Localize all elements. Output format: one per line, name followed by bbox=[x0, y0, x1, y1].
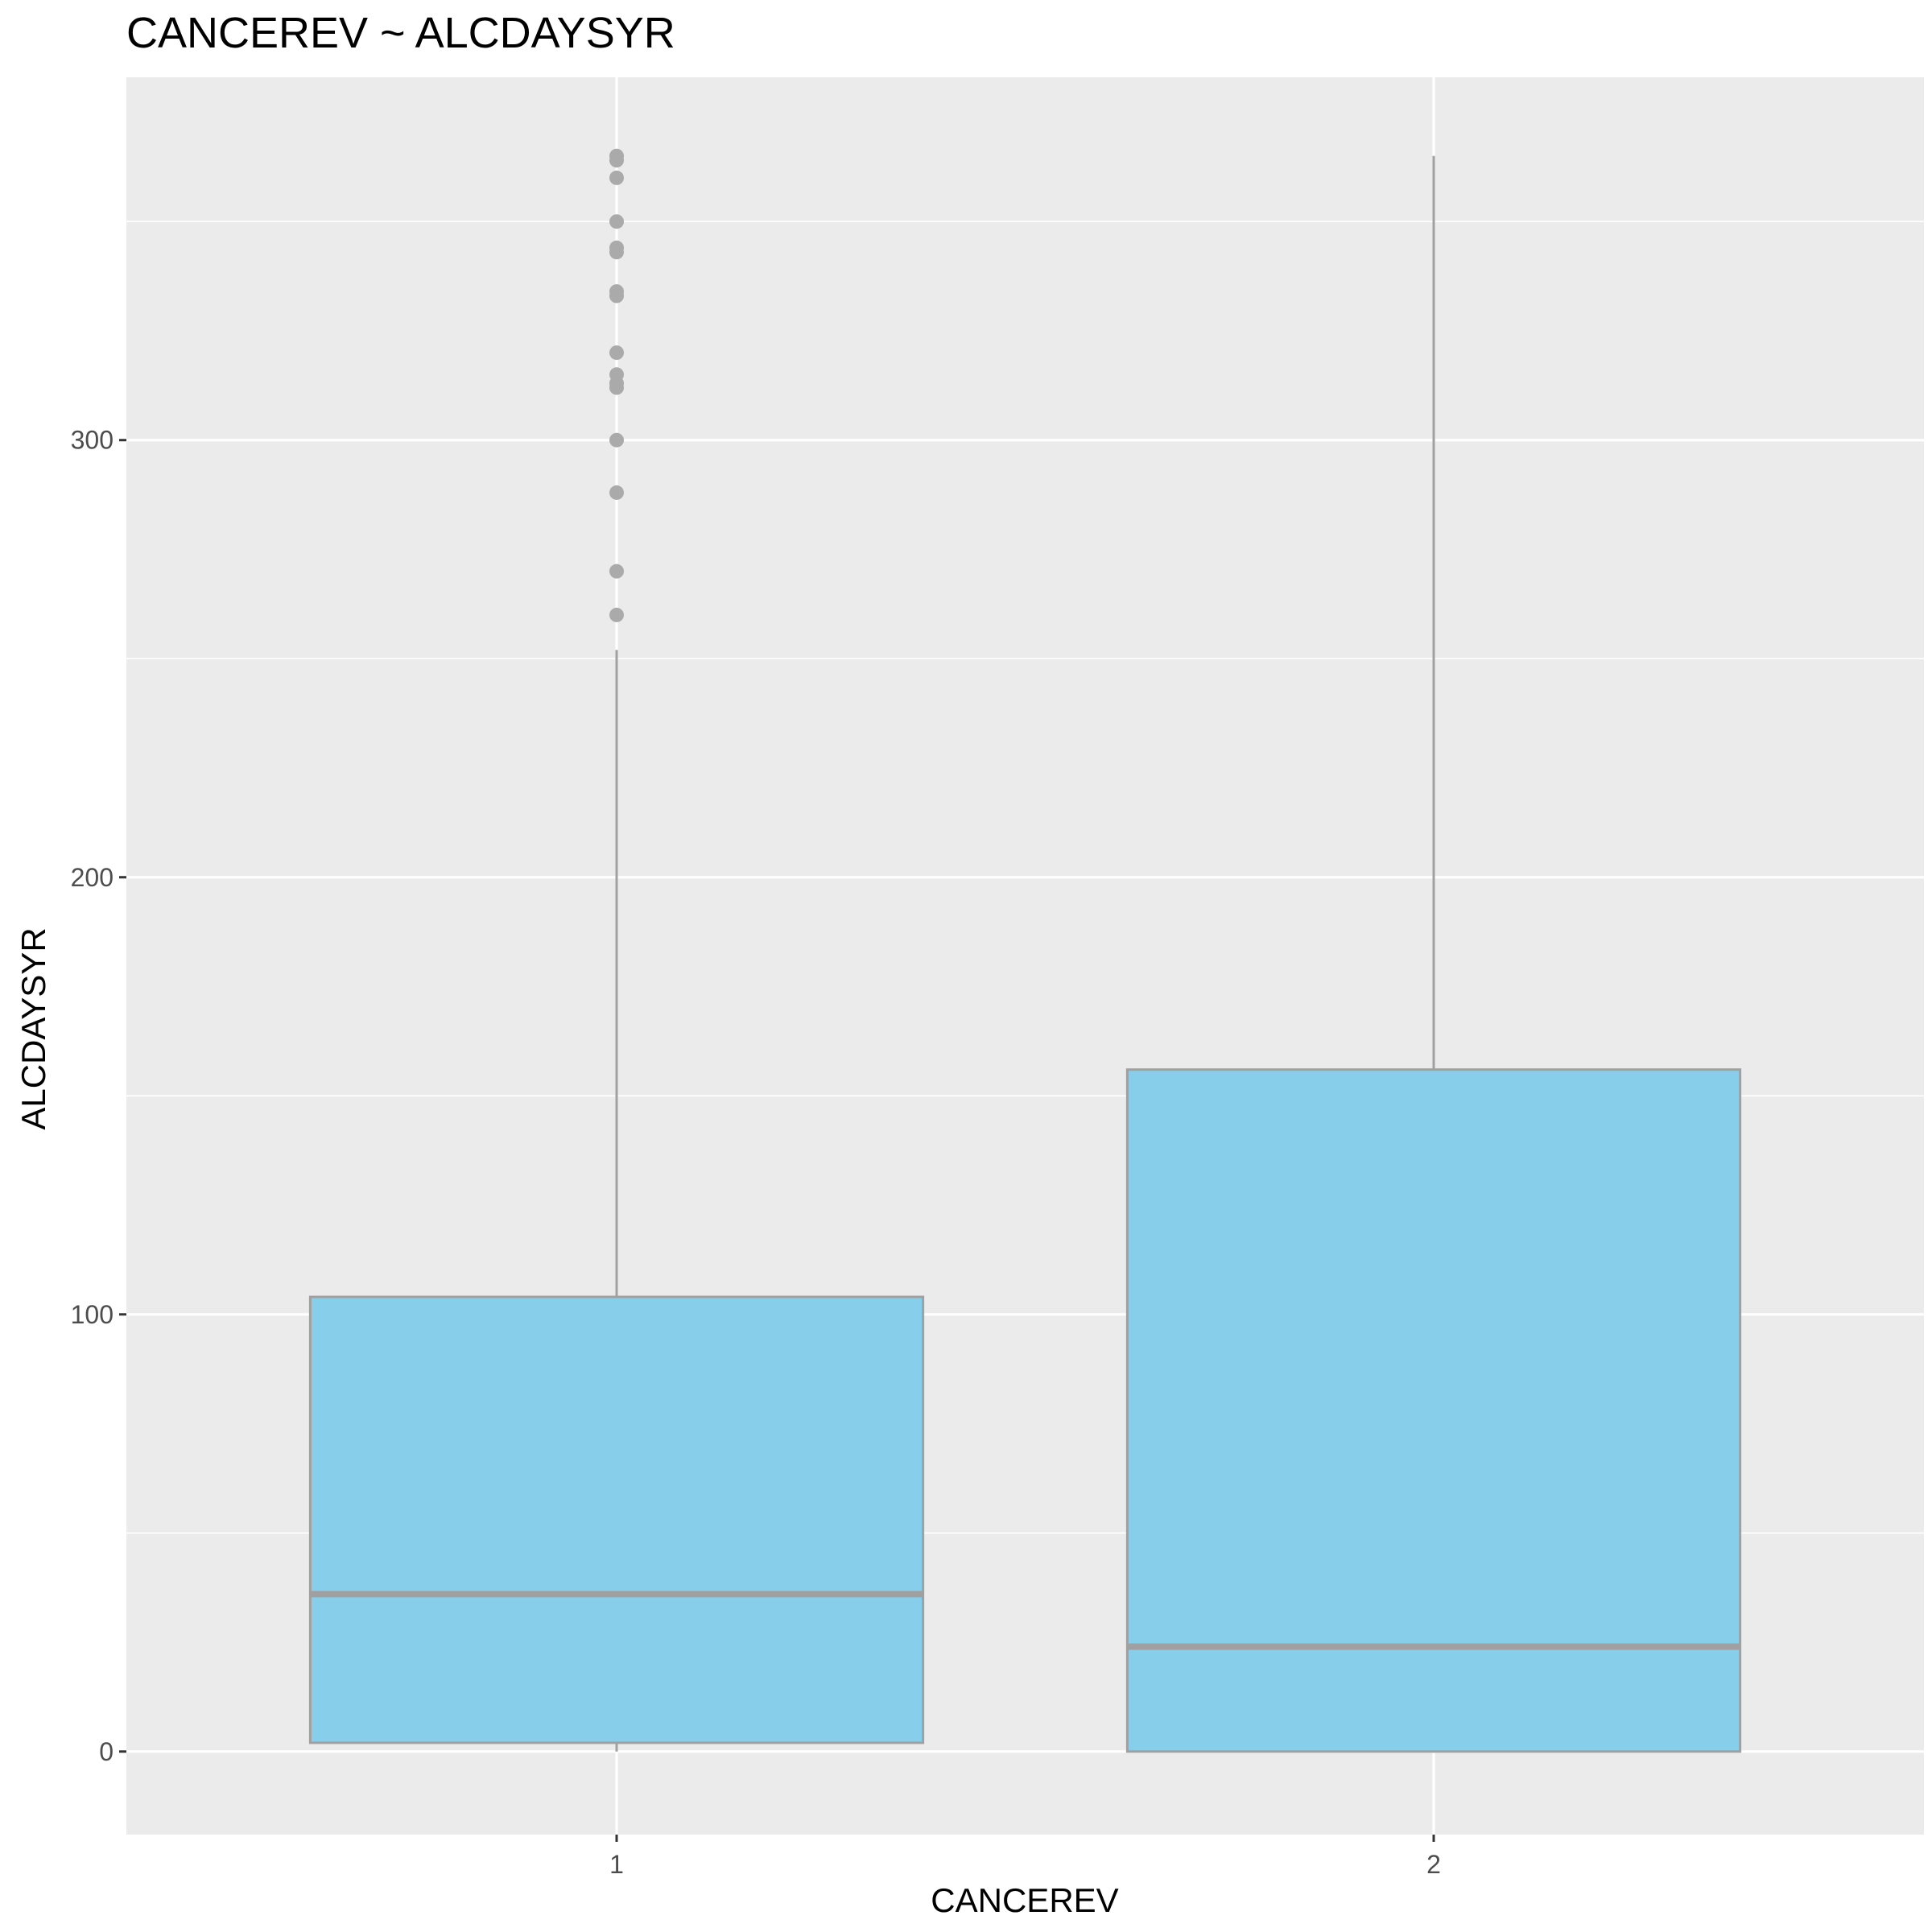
x-axis-title: CANCEREV bbox=[931, 1881, 1118, 1919]
outlier-point bbox=[609, 432, 624, 448]
y-axis-title: ALCDAYSYR bbox=[14, 927, 52, 1129]
outlier-point bbox=[609, 345, 624, 361]
y-tick-label: 0 bbox=[99, 1737, 114, 1766]
outlier-point bbox=[609, 367, 624, 382]
box-series bbox=[308, 148, 1742, 1753]
box-group-2 bbox=[1125, 155, 1742, 1753]
outlier-point bbox=[609, 564, 624, 579]
outlier-point bbox=[609, 214, 624, 229]
outlier-point bbox=[609, 485, 624, 500]
y-tick-label: 200 bbox=[71, 863, 114, 892]
outlier-point bbox=[609, 170, 624, 185]
x-tick-label: 2 bbox=[1426, 1850, 1441, 1879]
y-axis: 0 100 200 300 bbox=[71, 426, 126, 1766]
iqr-box bbox=[1125, 1068, 1742, 1753]
box-group-1 bbox=[308, 148, 925, 1752]
chart-title: CANCEREV ~ ALCDAYSYR bbox=[126, 9, 675, 57]
iqr-box bbox=[308, 1295, 925, 1744]
y-tick-label: 100 bbox=[71, 1300, 114, 1329]
outlier-point bbox=[609, 607, 624, 622]
outlier-point bbox=[609, 284, 624, 299]
outlier-point bbox=[609, 148, 624, 163]
y-tick-label: 300 bbox=[71, 426, 114, 455]
outlier-point bbox=[609, 240, 624, 255]
x-tick-label: 1 bbox=[609, 1850, 624, 1879]
